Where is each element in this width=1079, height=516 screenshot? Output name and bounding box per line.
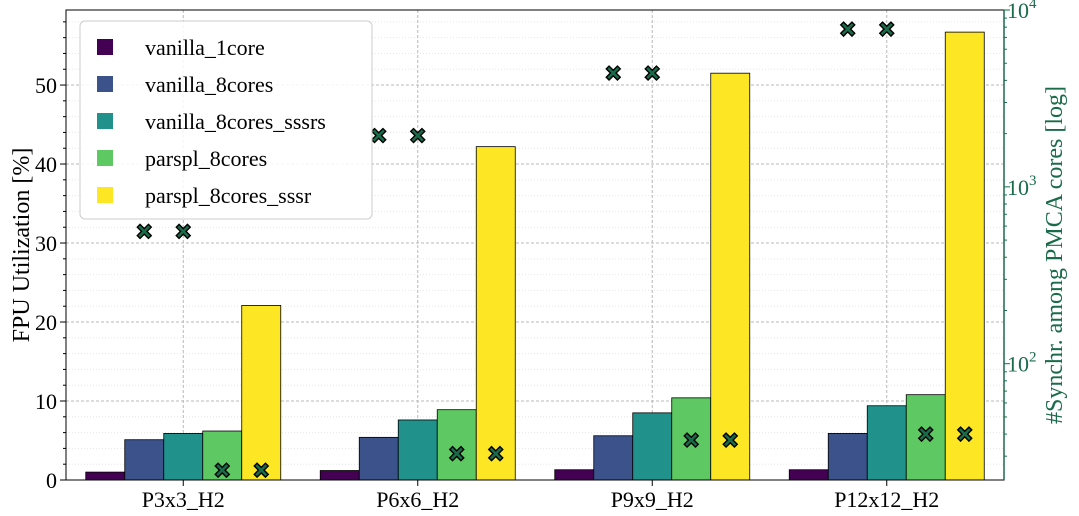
y-tick-label: 30: [35, 231, 57, 256]
bars: [85, 31, 985, 481]
bar-vanilla_1core-P9x9_H2: [554, 469, 595, 481]
y2-tick-label: 103: [1007, 173, 1037, 200]
bar-vanilla_1core-P3x3_H2: [85, 471, 126, 481]
legend-label-parspl_8cores: parspl_8cores: [145, 146, 267, 171]
sync-marker-P6x6_H2-parspl_8cores_sssr: [487, 445, 504, 462]
bar-parspl_8cores_sssr-P12x12_H2: [944, 31, 985, 481]
legend-label-vanilla_8cores_sssrs: vanilla_8cores_sssrs: [145, 109, 326, 134]
legend-swatch-parspl_8cores: [97, 150, 113, 166]
bar-parspl_8cores-P6x6_H2: [436, 409, 477, 481]
legend-swatch-vanilla_8cores: [97, 76, 113, 92]
sync-marker-P3x3_H2-vanilla_8cores: [136, 223, 153, 240]
x-axis: P3x3_H2 P6x6_H2 P9x9_H2 P12x12_H2: [142, 480, 939, 512]
sync-marker-P6x6_H2-parspl_8cores: [448, 445, 465, 462]
y2-tick-label: 104: [1007, 0, 1037, 23]
bar-vanilla_8cores_sssrs-P3x3_H2: [163, 432, 204, 481]
legend-label-parspl_8cores_sssr: parspl_8cores_sssr: [145, 183, 312, 208]
sync-marker-P6x6_H2-vanilla_8cores_sssrs: [409, 127, 426, 144]
bar-vanilla_8cores-P3x3_H2: [124, 439, 165, 481]
sync-marker-P3x3_H2-parspl_8cores: [214, 462, 231, 479]
y-tick-label: 50: [35, 73, 57, 98]
bar-vanilla_8cores_sssrs-P9x9_H2: [632, 412, 673, 481]
bar-vanilla_8cores-P12x12_H2: [827, 432, 868, 481]
sync-marker-P12x12_H2-parspl_8cores: [917, 426, 934, 443]
bar-vanilla_8cores_sssrs-P12x12_H2: [866, 405, 907, 481]
sync-markers: [136, 21, 973, 479]
sync-marker-P3x3_H2-vanilla_8cores_sssrs: [175, 223, 192, 240]
y2-tick-label: 102: [1007, 350, 1037, 377]
x-tick-label: P3x3_H2: [142, 487, 225, 512]
sync-marker-P9x9_H2-parspl_8cores: [683, 432, 700, 449]
sync-marker-P3x3_H2-parspl_8cores_sssr: [253, 462, 270, 479]
sync-marker-P6x6_H2-vanilla_8cores: [370, 127, 387, 144]
sync-marker-P9x9_H2-parspl_8cores_sssr: [722, 432, 739, 449]
sync-marker-P12x12_H2-parspl_8cores_sssr: [956, 426, 973, 443]
y-axis-right: 102 103 104: [1003, 0, 1037, 480]
bar-vanilla_8cores_sssrs-P6x6_H2: [397, 419, 438, 481]
legend: vanilla_1core vanilla_8cores vanilla_8core…: [79, 20, 373, 220]
bar-vanilla_1core-P6x6_H2: [319, 470, 360, 481]
legend-swatch-vanilla_8cores_sssrs: [97, 113, 113, 129]
x-tick-label: P6x6_H2: [376, 487, 459, 512]
y-tick-label: 20: [35, 310, 57, 335]
bar-vanilla_8cores-P6x6_H2: [358, 436, 399, 481]
bar-vanilla_8cores-P9x9_H2: [593, 435, 634, 481]
y-tick-label: 10: [35, 389, 57, 414]
y-tick-label: 40: [35, 152, 57, 177]
y-axis-label: FPU Utilization [%]: [9, 148, 35, 343]
y-tick-label: 0: [46, 468, 57, 493]
y2-axis-label: #Synchr. among PMCA cores [log]: [1042, 86, 1068, 424]
sync-marker-P12x12_H2-vanilla_8cores_sssrs: [878, 21, 895, 38]
bar-parspl_8cores_sssr-P6x6_H2: [475, 146, 516, 481]
bar-vanilla_1core-P12x12_H2: [788, 469, 829, 481]
sync-marker-P9x9_H2-vanilla_8cores: [605, 65, 622, 82]
y-axis-left: 0 10 20 30 40 50: [35, 21, 66, 493]
sync-marker-P9x9_H2-vanilla_8cores_sssrs: [644, 65, 661, 82]
legend-swatch-vanilla_1core: [97, 39, 113, 55]
bar-parspl_8cores_sssr-P9x9_H2: [710, 72, 751, 481]
bar-parspl_8cores_sssr-P3x3_H2: [241, 305, 282, 481]
x-tick-label: P9x9_H2: [611, 487, 694, 512]
x-tick-label: P12x12_H2: [834, 487, 939, 512]
legend-swatch-parspl_8cores_sssr: [97, 187, 113, 203]
legend-label-vanilla_1core: vanilla_1core: [145, 35, 265, 60]
sync-marker-P12x12_H2-vanilla_8cores: [839, 21, 856, 38]
legend-label-vanilla_8cores: vanilla_8cores: [145, 72, 273, 97]
legend-box: [79, 20, 373, 220]
